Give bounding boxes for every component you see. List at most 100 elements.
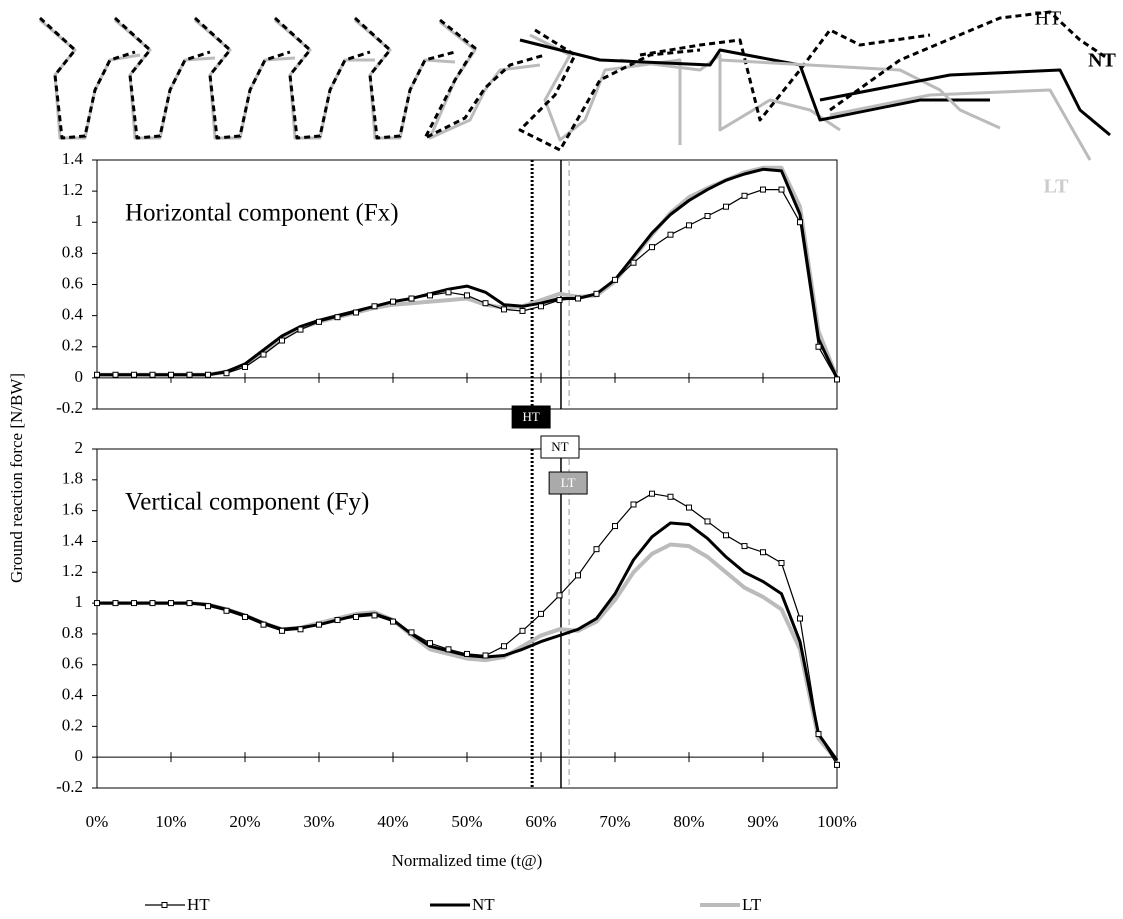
series-marker bbox=[741, 543, 748, 550]
y-tick-label: 0.8 bbox=[62, 242, 83, 261]
legend-label: LT bbox=[742, 895, 762, 914]
series-marker bbox=[649, 490, 655, 497]
x-tick-label: 60% bbox=[525, 812, 556, 831]
series-marker bbox=[168, 600, 174, 607]
series-marker bbox=[297, 626, 304, 633]
series-marker bbox=[445, 646, 452, 653]
y-tick-label: -0.2 bbox=[56, 398, 83, 417]
legend-label: HT bbox=[187, 895, 210, 914]
series-marker bbox=[112, 600, 119, 607]
series-marker bbox=[815, 731, 822, 738]
series-marker bbox=[741, 192, 748, 199]
x-tick-label: 40% bbox=[377, 812, 408, 831]
y-tick-label: 0.6 bbox=[62, 273, 83, 292]
legend-marker bbox=[161, 902, 168, 908]
x-tick-label: 80% bbox=[673, 812, 704, 831]
x-tick-label: 0% bbox=[86, 812, 109, 831]
event-box bbox=[511, 405, 551, 429]
series-marker bbox=[427, 640, 433, 647]
x-tick-label: 100% bbox=[817, 812, 857, 831]
series-marker bbox=[390, 298, 396, 305]
series-marker bbox=[834, 761, 840, 768]
y-tick-label: -0.2 bbox=[56, 777, 83, 796]
series-marker bbox=[334, 314, 341, 321]
series-marker bbox=[630, 259, 637, 266]
event-box bbox=[540, 435, 580, 459]
series-marker bbox=[242, 363, 248, 370]
y-tick-label: 1.8 bbox=[62, 469, 83, 488]
series-marker bbox=[556, 297, 563, 304]
series-marker bbox=[242, 613, 248, 620]
series-marker bbox=[279, 627, 285, 634]
series-marker bbox=[723, 532, 729, 539]
figure-label: LT bbox=[1044, 176, 1070, 198]
x-tick-label: 50% bbox=[451, 812, 482, 831]
series-marker bbox=[408, 629, 415, 636]
series-marker bbox=[501, 643, 507, 650]
series-marker bbox=[519, 627, 526, 634]
series-marker bbox=[353, 309, 359, 316]
series-marker bbox=[464, 292, 470, 299]
y-tick-label: 0.2 bbox=[62, 336, 83, 355]
series-marker bbox=[464, 650, 470, 657]
series-marker bbox=[408, 295, 415, 302]
series-line bbox=[97, 521, 839, 762]
chart-title: Horizontal component (Fx) bbox=[125, 200, 399, 227]
series-marker bbox=[667, 231, 674, 238]
series-marker bbox=[723, 203, 729, 210]
series-marker bbox=[612, 523, 618, 530]
series-marker bbox=[94, 371, 100, 378]
y-tick-label: 0.4 bbox=[62, 684, 84, 703]
series-marker bbox=[593, 546, 600, 553]
y-tick-label: 0 bbox=[75, 746, 84, 765]
series-marker bbox=[797, 219, 803, 226]
y-tick-label: 0.2 bbox=[62, 715, 83, 734]
series-marker bbox=[575, 572, 581, 579]
x-axis-label: Normalized time (t@) bbox=[392, 851, 543, 870]
series-marker bbox=[612, 276, 618, 283]
series-marker bbox=[538, 610, 544, 617]
series-marker bbox=[834, 376, 840, 383]
y-tick-label: 1.4 bbox=[62, 530, 84, 549]
chart-title: Vertical component (Fy) bbox=[125, 489, 369, 516]
x-tick-label: 10% bbox=[155, 812, 186, 831]
y-tick-label: 1.2 bbox=[62, 561, 83, 580]
series-marker bbox=[316, 621, 322, 628]
x-tick-label: 20% bbox=[229, 812, 260, 831]
series-marker bbox=[667, 493, 674, 500]
event-label: HT bbox=[522, 409, 539, 424]
legend-label: NT bbox=[472, 895, 495, 914]
series-marker bbox=[168, 371, 174, 378]
series-marker bbox=[353, 613, 359, 620]
x-tick-label: 30% bbox=[303, 812, 334, 831]
series-marker bbox=[797, 615, 803, 622]
y-tick-label: 0.6 bbox=[62, 654, 83, 673]
stick-figures bbox=[38, 10, 1111, 161]
y-tick-label: 0 bbox=[75, 367, 84, 386]
series-marker bbox=[482, 300, 489, 307]
series-marker bbox=[519, 307, 526, 314]
series-marker bbox=[371, 303, 378, 310]
series-marker bbox=[538, 303, 544, 310]
series-marker bbox=[223, 607, 230, 614]
series-marker bbox=[260, 351, 267, 358]
plot-frame bbox=[96, 448, 838, 789]
series-marker bbox=[186, 600, 193, 607]
y-tick-label: 1.4 bbox=[62, 149, 84, 168]
y-tick-label: 1.6 bbox=[62, 500, 83, 519]
x-tick-label: 90% bbox=[747, 812, 778, 831]
series-marker bbox=[482, 652, 489, 659]
series-marker bbox=[778, 186, 785, 193]
series-marker bbox=[94, 600, 100, 607]
series-marker bbox=[149, 600, 156, 607]
y-tick-label: 2 bbox=[75, 438, 84, 457]
series-marker bbox=[445, 289, 452, 296]
series-marker bbox=[334, 617, 341, 624]
series-marker bbox=[205, 371, 211, 378]
series-marker bbox=[390, 618, 396, 625]
series-marker bbox=[112, 371, 119, 378]
series-marker bbox=[186, 371, 193, 378]
series-marker bbox=[223, 370, 230, 377]
series-marker bbox=[815, 343, 822, 350]
